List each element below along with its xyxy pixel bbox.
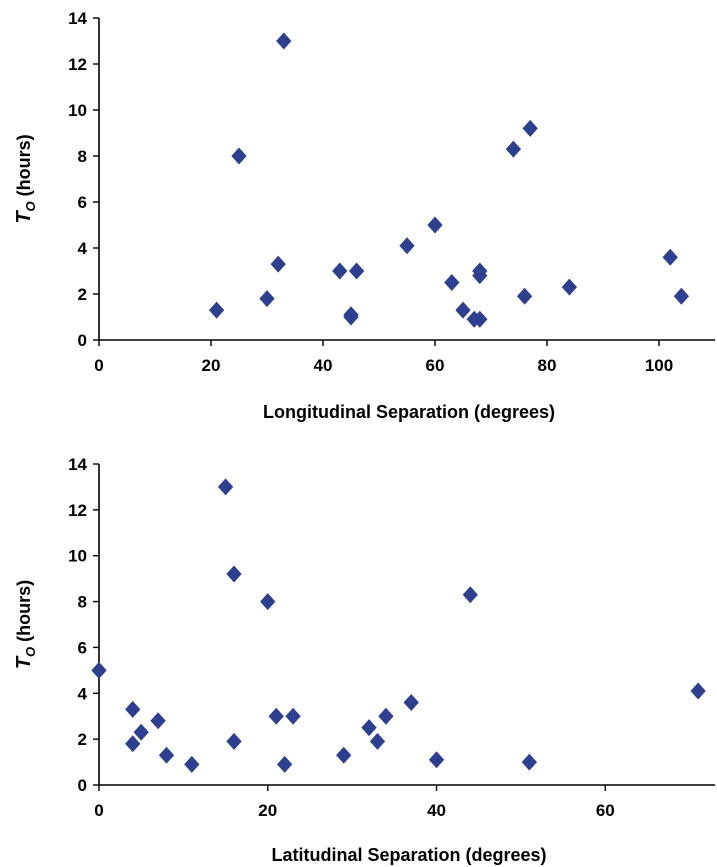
data-point [336, 746, 352, 764]
data-point [231, 147, 247, 165]
data-point [662, 248, 678, 266]
x-tick-label: 20 [202, 356, 221, 375]
data-point [133, 723, 149, 741]
data-point [378, 707, 394, 725]
data-point [158, 746, 175, 764]
x-tick-label: 40 [314, 356, 333, 375]
y-tick-label: 12 [68, 55, 87, 74]
data-point [690, 682, 706, 700]
data-point [184, 755, 200, 773]
y-axis-title: TO (hours) [13, 580, 38, 669]
x-axis-title: Latitudinal Separation (degrees) [271, 845, 546, 865]
y-tick-label: 12 [68, 501, 87, 520]
data-point [276, 32, 292, 50]
x-tick-label: 40 [427, 801, 446, 820]
y-tick-label: 8 [78, 593, 87, 612]
data-point [462, 586, 478, 604]
y-tick-label: 6 [78, 638, 87, 657]
y-tick-label: 4 [78, 684, 88, 703]
x-axis-title: Longitudinal Separation (degrees) [263, 402, 555, 422]
chart-longitudinal: 0 2 4 6 8 10 12 14 0 20 40 60 80 100 Longitudinal Sepa… [13, 9, 715, 422]
x-tick-label: 60 [596, 801, 615, 820]
data-point [125, 700, 141, 718]
y-tick-label: 8 [78, 147, 87, 166]
data-point [428, 751, 445, 769]
data-point [472, 310, 488, 328]
y-tick-label: 4 [78, 239, 88, 258]
data-point [217, 478, 234, 496]
data-point [399, 237, 415, 255]
data-point [208, 301, 225, 319]
data-point [472, 262, 488, 280]
data-point [369, 732, 386, 750]
data-point [332, 262, 348, 280]
data-point [427, 216, 443, 234]
y-tick-label: 0 [78, 331, 87, 350]
data-point [521, 753, 538, 771]
data-point [268, 707, 284, 725]
y-tick-label: 14 [68, 455, 87, 474]
x-tick-label: 0 [94, 356, 103, 375]
data-point [444, 274, 460, 291]
data-point [276, 755, 293, 773]
chart-latitudinal: 0 2 4 6 8 10 12 14 0 20 40 60 Latitudinal Separation… [13, 455, 715, 865]
data-point [226, 565, 242, 583]
data-point [91, 661, 107, 679]
y-tick-label: 6 [78, 193, 87, 212]
data-point [361, 719, 377, 737]
data-point [522, 119, 538, 137]
x-tick-label: 100 [645, 356, 673, 375]
y-tick-label: 2 [78, 285, 87, 304]
data-point [260, 593, 276, 611]
data-point [270, 255, 286, 273]
data-point [125, 735, 141, 753]
y-tick-label: 10 [68, 547, 87, 566]
data-point [285, 707, 301, 725]
data-point [343, 306, 359, 324]
y-axis-title: TO (hours) [13, 134, 38, 223]
data-point [348, 262, 365, 280]
x-tick-label: 0 [94, 801, 103, 820]
data-point [673, 287, 690, 305]
data-point [505, 140, 522, 158]
data-point [516, 287, 533, 305]
x-tick-label: 60 [426, 356, 445, 375]
y-tick-label: 14 [68, 9, 87, 28]
data-point [455, 301, 471, 319]
x-tick-label: 80 [538, 356, 557, 375]
y-tick-label: 0 [78, 776, 87, 795]
x-tick-label: 20 [258, 801, 277, 820]
y-tick-label: 10 [68, 101, 87, 120]
data-point [226, 732, 242, 750]
y-tick-label: 2 [78, 730, 87, 749]
data-point [561, 278, 578, 296]
data-point [403, 693, 419, 711]
data-point [259, 290, 275, 308]
data-point [150, 712, 166, 730]
